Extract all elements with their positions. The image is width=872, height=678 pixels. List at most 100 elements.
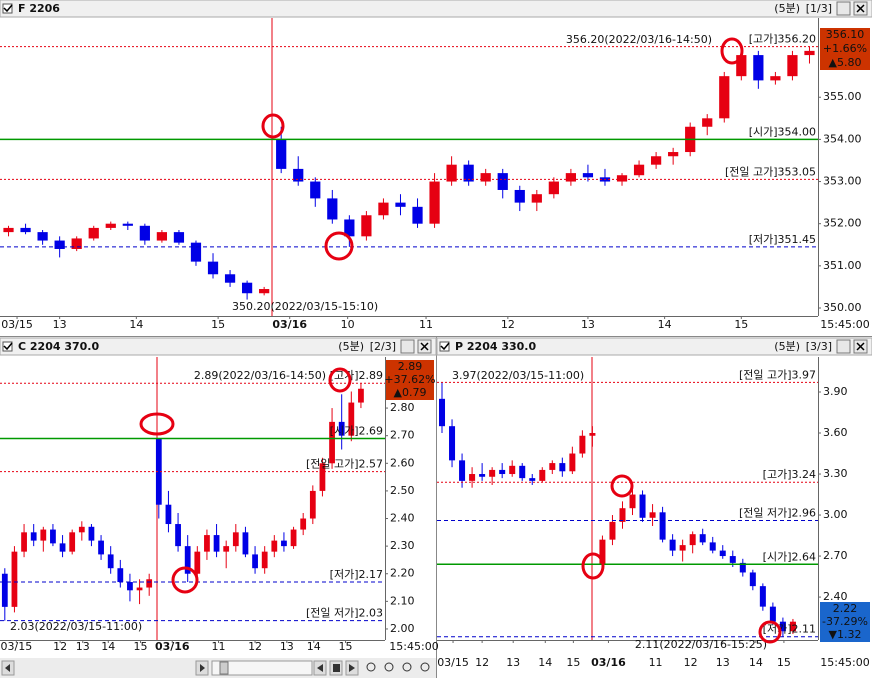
zoom-fit[interactable] <box>402 662 412 672</box>
time-label: 15:45:00 <box>389 640 438 653</box>
candle-body <box>54 240 65 249</box>
candle-body <box>213 535 220 552</box>
candle-body <box>232 532 239 547</box>
y-tick-label: 2.40 <box>390 512 415 525</box>
candle-body <box>88 227 99 239</box>
candle-body <box>3 227 14 233</box>
candle-body <box>361 215 372 237</box>
candle-body <box>449 426 456 461</box>
highlight-circle <box>720 37 744 65</box>
candle-body <box>358 388 364 403</box>
x-tick-label: 03/15 <box>437 656 469 669</box>
candle-body <box>514 189 525 203</box>
time-label: 15:45:00 <box>820 656 869 669</box>
x-tick-label: 15 <box>134 640 148 653</box>
candle-body <box>548 181 559 195</box>
y-tick-label: 2.60 <box>390 456 415 469</box>
candle-body <box>242 532 249 555</box>
x-tick-label: 03/15 <box>1 318 33 331</box>
y-tick-label: 3.60 <box>823 426 848 439</box>
y-tick-label: 2.40 <box>823 590 848 603</box>
slider-thumb[interactable] <box>219 661 229 675</box>
x-tick-label: 12 <box>248 640 262 653</box>
x-tick-label: 10 <box>341 318 355 331</box>
candle-body <box>156 232 168 241</box>
candle-body <box>78 526 85 533</box>
check-icon <box>3 342 13 351</box>
candle-body <box>139 225 150 241</box>
title-bar <box>436 337 872 356</box>
candle-body <box>719 550 726 557</box>
candle-body <box>71 238 82 249</box>
candle-body <box>21 532 27 552</box>
page-index: [2/3] <box>370 340 396 353</box>
window-button[interactable] <box>836 1 851 16</box>
x-tick-label: 12 <box>475 656 489 669</box>
zoom-slider[interactable] <box>211 660 313 676</box>
candle-body <box>789 621 796 632</box>
annotation: 3.97(2022/03/15-11:00) <box>452 369 584 382</box>
candle-body <box>619 508 626 522</box>
candle-body <box>565 173 577 182</box>
candle-body <box>344 219 355 237</box>
x-tick-label: 03/15 <box>1 640 33 653</box>
checkbox[interactable] <box>2 3 13 14</box>
level-label: [전일 저가]2.03 <box>306 606 383 620</box>
window-button[interactable] <box>400 339 415 354</box>
candle-body <box>50 529 56 544</box>
candle-body <box>497 173 508 190</box>
window-button[interactable] <box>836 339 851 354</box>
zoom-in[interactable] <box>366 662 376 672</box>
price-box-price: 356.10 <box>826 28 865 41</box>
candle-body <box>659 512 666 540</box>
candle-body <box>739 562 746 573</box>
candle-body <box>329 421 335 464</box>
rewind-icon <box>317 664 323 672</box>
price-box-change-pct: -37.29% <box>822 615 868 628</box>
panel-title: C 2204 370.0 <box>18 340 99 353</box>
y-tick-label: 354.00 <box>823 132 862 145</box>
candle-body <box>439 398 446 427</box>
panel-title: P 2204 330.0 <box>455 340 536 353</box>
candle-body <box>769 606 776 622</box>
candle-body <box>531 194 542 203</box>
level-label: [고가]356.20 <box>749 33 816 46</box>
candle-body <box>300 518 307 530</box>
checkbox[interactable] <box>439 341 450 352</box>
zoom-reset[interactable] <box>420 662 430 672</box>
candles <box>439 382 796 637</box>
candle-body <box>37 232 48 241</box>
play-icon <box>349 664 355 672</box>
x-tick-label: 14 <box>749 656 763 669</box>
x-tick-label: 11 <box>211 640 225 653</box>
arrow-icon <box>5 664 10 672</box>
level-label: [저가]2.11 <box>763 623 816 636</box>
annotation: 2.03(2022/03/15-11:00) <box>10 620 142 633</box>
candle-body <box>259 289 270 294</box>
candle-body <box>184 546 191 574</box>
scrollbar <box>0 658 436 678</box>
time-label: 15:45:00 <box>820 318 869 331</box>
candle-body <box>759 586 766 607</box>
checkbox[interactable] <box>2 341 13 352</box>
candle-body <box>293 168 304 182</box>
x-tick-label: 15 <box>566 656 580 669</box>
highlight-circle <box>758 620 782 644</box>
x-tick-label: 12 <box>684 656 698 669</box>
candle-body <box>261 551 268 569</box>
candle-body <box>241 282 253 294</box>
x-tick-label: 03/16 <box>591 656 626 669</box>
candle-body <box>146 579 153 588</box>
x-tick-label: 13 <box>716 656 730 669</box>
y-tick-label: 352.00 <box>823 217 862 230</box>
level-label: [전일 고가]3.97 <box>739 367 816 381</box>
candle-body <box>770 76 781 81</box>
zoom-out[interactable] <box>384 662 394 672</box>
price-box-change: ▲5.80 <box>829 56 862 69</box>
y-tick-label: 2.30 <box>390 539 415 552</box>
candle-body <box>779 621 786 632</box>
zoom-tools <box>366 662 430 672</box>
interval: (5분) <box>774 2 800 15</box>
